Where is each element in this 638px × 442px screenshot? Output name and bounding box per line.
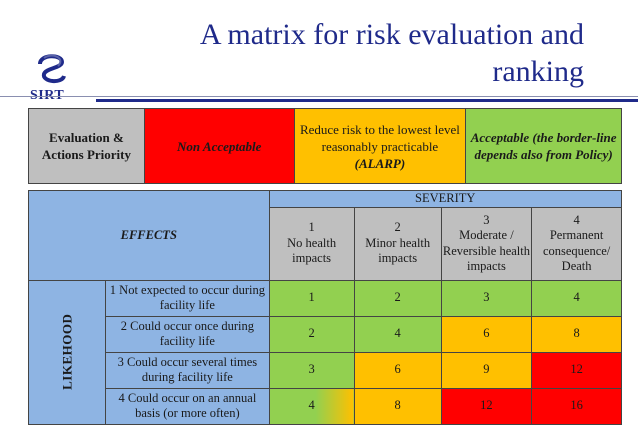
title-line-1: A matrix for risk evaluation and — [199, 18, 584, 51]
severity-2: 2 Minor health impacts — [353, 206, 442, 281]
severity-header: SEVERITY — [268, 190, 623, 208]
legend-alarp: Reduce risk to the lowest level reasonab… — [293, 108, 467, 184]
legend-acceptable: Acceptable (the border-line depends also… — [465, 108, 622, 184]
risk-cell: 8 — [353, 387, 442, 425]
legend-evaluation: Evaluation & Actions Priority — [28, 108, 145, 184]
risk-cell: 6 — [353, 351, 442, 389]
sirt-logo-icon — [38, 54, 66, 83]
risk-cell: 8 — [531, 315, 622, 353]
legend-alarp-text: Reduce risk to the lowest level reasonab… — [299, 121, 460, 154]
severity-1: 1 No health impacts — [268, 206, 355, 281]
risk-cell: 4 — [353, 315, 442, 353]
likehood-row-label: 1 Not expected to occur during facility … — [105, 279, 270, 317]
likehood-row-label: 3 Could occur several times during facil… — [105, 351, 270, 389]
legend-non-acceptable: Non Acceptable — [143, 108, 295, 184]
likehood-row-label: 4 Could occur on an annual basis (or mor… — [105, 387, 270, 425]
risk-cell: 3 — [268, 351, 355, 389]
risk-cell: 4 — [531, 279, 622, 317]
title-line-2: ranking — [492, 55, 584, 88]
risk-cell: 12 — [440, 387, 533, 425]
risk-cell: 16 — [531, 387, 622, 425]
risk-cell: 2 — [353, 279, 442, 317]
risk-cell: 4 — [268, 387, 355, 425]
logo-brand: SIRT — [30, 88, 65, 103]
risk-cell: 6 — [440, 315, 533, 353]
risk-cell: 9 — [440, 351, 533, 389]
severity-4: 4 Permanent consequence/ Death — [531, 206, 622, 281]
header-divider — [0, 96, 638, 102]
risk-cell: 3 — [440, 279, 533, 317]
page-title: A matrix for risk evaluation and ranking — [100, 16, 584, 90]
risk-cell: 2 — [268, 315, 355, 353]
legend-alarp-abbr: (ALARP) — [354, 155, 406, 171]
risk-cell: 12 — [531, 351, 622, 389]
legend-table: Evaluation & Actions Priority Non Accept… — [28, 108, 622, 184]
logo: SIRT — [6, 48, 98, 108]
risk-cell: 1 — [268, 279, 355, 317]
likehood-axis-label: LIKEHOOD — [27, 279, 107, 425]
severity-3: 3 Moderate / Reversible health impacts — [440, 206, 533, 281]
risk-matrix: EFFECTS SEVERITY 1 No health impacts 2 Min… — [27, 190, 623, 425]
effects-header: EFFECTS — [28, 190, 270, 281]
likehood-row-label: 2 Could occur once during facility life — [105, 315, 270, 353]
